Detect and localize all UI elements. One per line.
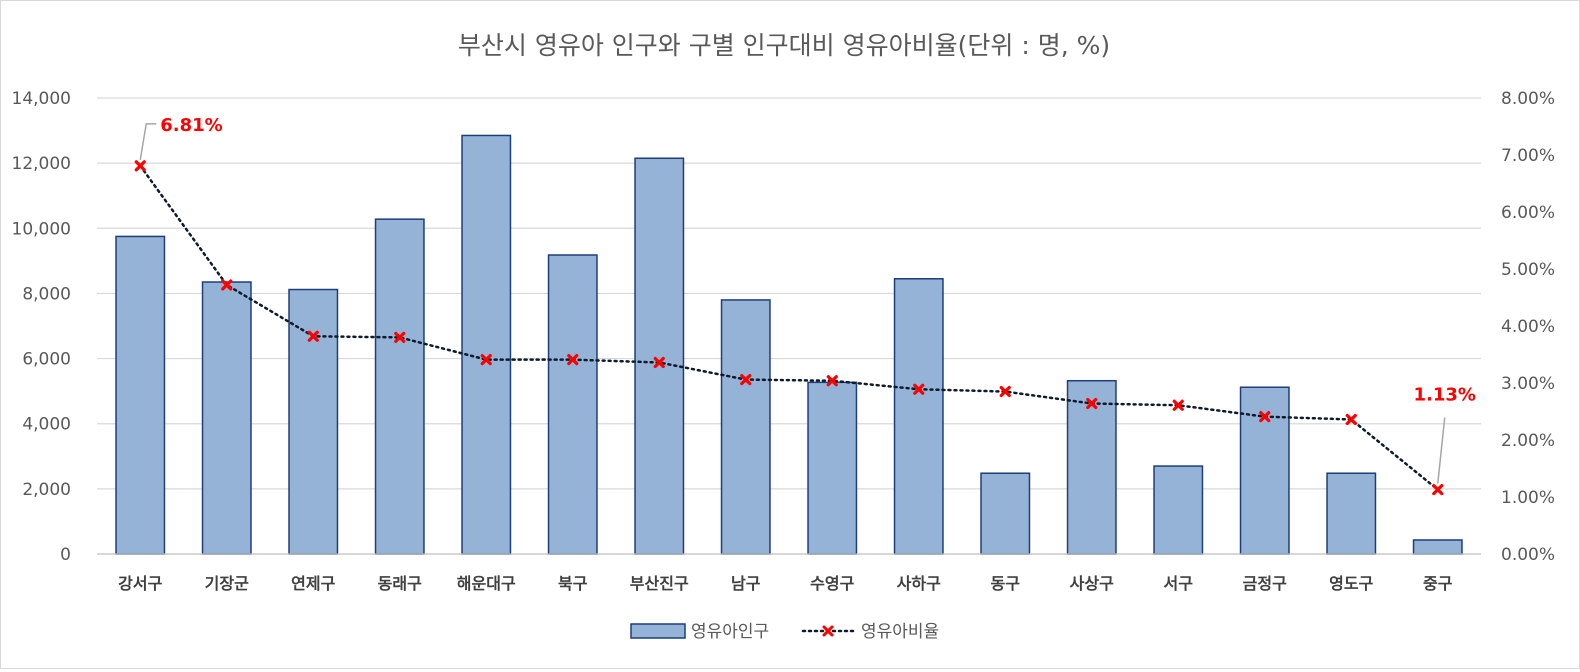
ratio-marker [567,354,579,366]
bar [1066,379,1117,555]
legend-line-label: 영유아비율 [861,622,939,642]
right-axis-tick-label: 6.00% [1501,203,1555,223]
category-label: 사하구 [897,574,941,593]
right-axis-tick-label: 2.00% [1501,431,1555,451]
left-axis-tick-label: 8,000 [22,284,71,304]
bar [1239,386,1290,555]
legend-bar-swatch [630,623,686,639]
bar [980,472,1031,555]
ratio-marker [740,373,752,386]
left-axis-tick-label: 6,000 [22,350,71,370]
right-axis-tick-label: 7.00% [1501,146,1555,166]
right-axis-tick-label: 3.00% [1501,374,1555,394]
annotation-label: 6.81% [160,115,222,136]
category-label: 해운대구 [457,574,516,593]
category-label: 동래구 [378,574,422,593]
ratio-marker [1259,411,1271,423]
right-axis-tick-label: 4.00% [1501,317,1555,337]
bar [893,278,944,555]
legend: 영유아인구 영유아비율 [630,622,939,642]
bar [374,218,425,555]
category-label: 기장군 [205,574,249,593]
bar [288,288,339,555]
left-axis-tick-label: 12,000 [12,154,71,174]
ratio-marker [1345,413,1357,426]
right-axis-tick-label: 5.00% [1501,260,1555,280]
category-label: 남구 [731,574,761,593]
annotation-label: 1.13% [1414,385,1476,406]
category-label: 중구 [1423,574,1453,593]
right-axis-tick-label: 0.00% [1501,545,1555,565]
chart-title: 부산시 영유아 인구와 구별 인구대비 영유아비율(단위 : 명, %) [458,31,1110,60]
ratio-marker [999,385,1011,398]
bar [634,157,685,555]
ratio-marker [913,383,925,395]
bar [461,134,512,555]
category-label: 강서구 [118,574,162,593]
annotation-leader [139,123,157,160]
bar [807,381,858,555]
bar-series [115,134,1463,555]
left-axis-tick-label: 14,000 [12,89,71,109]
bar [201,281,252,555]
bar [1153,465,1204,555]
category-label: 사상구 [1070,574,1114,593]
category-label: 북구 [558,574,588,593]
bar [547,254,598,555]
bar [1412,539,1463,555]
right-axis-tick-label: 1.00% [1501,488,1555,508]
line-series [134,160,1444,496]
category-label: 금정구 [1243,574,1287,593]
ratio-marker [480,354,492,366]
left-axis-ticks: 0 2,000 4,000 6,000 8,000 10,000 12,000 14,000 [12,89,71,565]
bar [1326,472,1377,555]
ratio-marker [653,356,665,369]
ratio-marker [1172,399,1184,411]
category-label: 수영구 [810,574,854,593]
category-label: 부산진구 [630,574,689,593]
left-axis-tick-label: 0 [60,545,71,565]
category-label: 영도구 [1329,574,1373,593]
legend-bar-label: 영유아인구 [691,622,769,642]
category-label: 서구 [1164,574,1194,593]
legend-line-marker [822,625,834,637]
ratio-marker [134,160,146,172]
ratio-marker [394,331,406,343]
ratio-marker [826,375,838,387]
ratio-marker [1432,483,1444,496]
right-axis-tick-label: 8.00% [1501,89,1555,109]
ratio-marker [1086,397,1098,410]
annotations: 6.81% 1.13% [139,115,1476,484]
annotation-leader [1437,417,1446,484]
category-labels: 강서구 기장군 연제구 동래구 해운대구 북구 부산진구 남구 수영구 사하구 동구 사상구 서구 금정구… [118,574,1453,593]
ratio-marker [307,330,319,342]
category-label: 연제구 [291,574,335,593]
left-axis-tick-label: 4,000 [22,415,71,435]
ratio-line [139,164,1439,491]
category-label: 동구 [991,574,1021,593]
bar [720,299,771,555]
ratio-marker [221,279,233,291]
bar [115,235,166,555]
right-axis-ticks: 0.00% 1.00% 2.00% 3.00% 4.00% 5.00% 6.00% 7.00%… [1501,89,1555,565]
left-axis-tick-label: 10,000 [12,219,71,239]
left-axis-tick-label: 2,000 [22,480,71,500]
